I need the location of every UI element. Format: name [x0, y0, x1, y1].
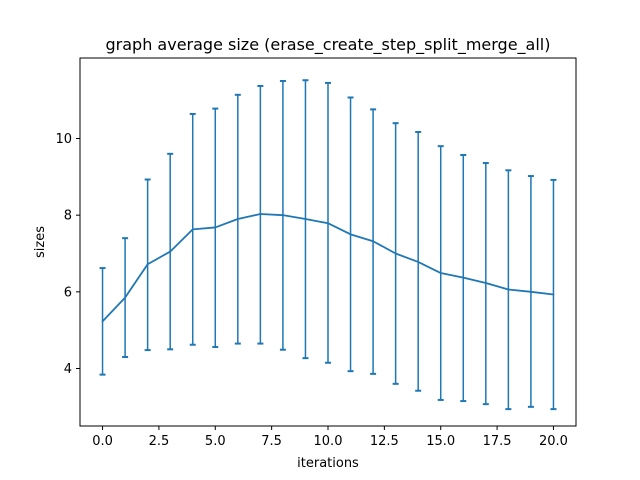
- y-axis-label: sizes: [33, 226, 48, 258]
- y-tick-label: 6: [64, 285, 72, 300]
- series-line: [101, 213, 555, 323]
- chart-title: graph average size (erase_create_step_sp…: [106, 35, 551, 55]
- x-tick-label: 5.0: [205, 434, 226, 449]
- x-tick-label: 0.0: [92, 434, 113, 449]
- x-tick-label: 17.5: [483, 434, 512, 449]
- x-tick-label: 10.0: [314, 434, 343, 449]
- x-tick-label: 2.5: [149, 434, 170, 449]
- y-tick-label: 10: [55, 132, 72, 147]
- x-axis: 0.0 2.5 5.0 7.5 10.0 12.5 15.0 17.5 20.0: [92, 426, 568, 449]
- y-tick-label: 4: [64, 362, 72, 377]
- y-tick-label: 8: [64, 209, 72, 224]
- x-tick-label: 15.0: [426, 434, 455, 449]
- x-tick-label: 7.5: [261, 434, 282, 449]
- y-axis: 4 6 8 10: [55, 132, 80, 377]
- x-tick-label: 12.5: [370, 434, 399, 449]
- plot-marks: [99, 79, 557, 411]
- error-bars: [99, 79, 557, 411]
- x-axis-label: iterations: [297, 456, 359, 471]
- x-tick-label: 20.0: [539, 434, 568, 449]
